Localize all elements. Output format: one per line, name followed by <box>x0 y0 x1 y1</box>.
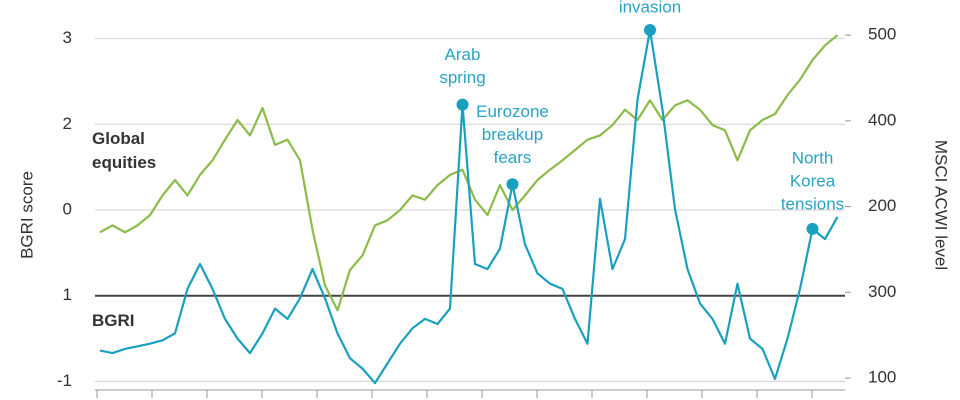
y2-tick-label: 400 <box>868 110 896 129</box>
annotation-text: tensions <box>781 194 844 213</box>
y2-tick-label: 100 <box>868 367 896 386</box>
annotation-text: fears <box>494 148 532 167</box>
annotation-dot <box>644 24 656 36</box>
y-tick-label: 1 <box>63 285 72 304</box>
series-label-line: equities <box>92 153 156 172</box>
annotation-text: invasion <box>619 0 681 16</box>
annotation-text: spring <box>439 68 485 87</box>
y-tick-label: 0 <box>63 199 72 218</box>
y-axis-title: BGRI score <box>17 171 36 259</box>
y2-tick-label: 200 <box>868 196 896 215</box>
annotation-text: Korea <box>790 171 836 190</box>
annotation-dot <box>806 222 819 235</box>
y2-tick-label: 500 <box>868 25 896 44</box>
annotation-text: Eurozone <box>476 102 549 121</box>
series-label-line: BGRI <box>92 311 135 330</box>
series-line <box>99 28 839 385</box>
annotation-text: breakup <box>482 125 543 144</box>
y-tick-label: 3 <box>63 28 72 47</box>
series-label-line: Global <box>92 129 145 148</box>
annotation-text: North <box>792 148 834 167</box>
y-tick-label: -1 <box>57 371 72 390</box>
y-tick-label: 2 <box>63 114 72 133</box>
y2-tick-label: 300 <box>868 282 896 301</box>
annotation-text: Arab <box>445 45 481 64</box>
series-label: Global equities <box>92 129 156 172</box>
annotation-dot <box>506 178 519 191</box>
annotation-dot <box>456 98 469 111</box>
y2-axis-title: MSCI ACWI level <box>932 140 951 270</box>
series-label: BGRI <box>92 311 135 330</box>
